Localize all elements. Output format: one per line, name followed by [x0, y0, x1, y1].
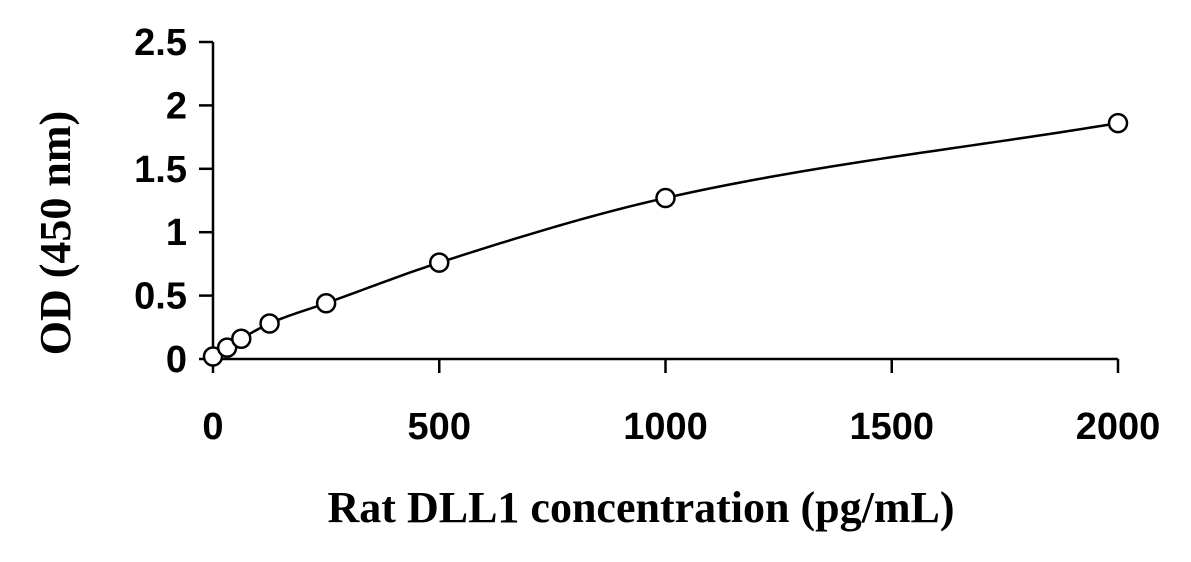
data-point [259, 313, 280, 334]
y-tick-label: 0 [166, 339, 187, 381]
x-tick-label: 2000 [1076, 406, 1161, 448]
y-tick-label: 2 [166, 85, 187, 127]
x-tick-label: 0 [202, 406, 223, 448]
y-tick-label: 1.5 [134, 149, 187, 191]
y-tick-label: 0.5 [134, 276, 187, 318]
data-point [1107, 112, 1129, 134]
y-axis-title: OD (450 nm) [31, 111, 80, 355]
y-tick-label: 2.5 [134, 22, 187, 64]
y-tick-label: 1 [166, 212, 187, 254]
x-tick-label: 1500 [849, 406, 934, 448]
fit-curve-layer [212, 121, 1119, 358]
data-point [202, 346, 224, 367]
x-axis-title: Rat DLL1 concentration (pg/mL) [328, 483, 955, 532]
data-point [429, 252, 450, 273]
data-point [231, 328, 252, 349]
data-point [216, 337, 238, 358]
y-axis-ticks: 0 0.5 1 1.5 2 2.5 [134, 22, 213, 381]
x-tick-label: 500 [408, 406, 471, 448]
data-point [655, 187, 676, 209]
data-point [315, 292, 337, 314]
data-points [202, 112, 1129, 367]
x-tick-label: 1000 [623, 406, 708, 448]
x-axis-ticks: 0 500 1000 1500 2000 [202, 359, 1160, 448]
fit-curve [212, 121, 1119, 358]
